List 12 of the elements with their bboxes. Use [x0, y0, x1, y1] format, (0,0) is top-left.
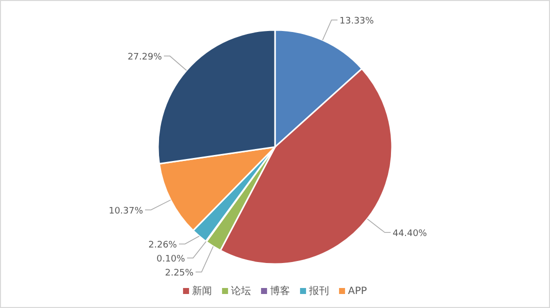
data-label: 2.26% — [148, 240, 178, 250]
legend-label: 报刊 — [308, 285, 330, 297]
data-label: 44.40% — [392, 228, 428, 239]
data-label: 10.37% — [108, 206, 144, 216]
data-label: 27.29% — [128, 52, 162, 63]
legend-label: 博客 — [270, 285, 290, 297]
data-label: 0.10% — [156, 254, 186, 264]
data-label: 2.25% — [165, 268, 194, 278]
legend-label: 新闻 — [192, 285, 212, 297]
legend-label: APP — [348, 286, 367, 297]
legend-label: 论坛 — [231, 285, 252, 297]
data-label: 13.33% — [340, 16, 374, 27]
